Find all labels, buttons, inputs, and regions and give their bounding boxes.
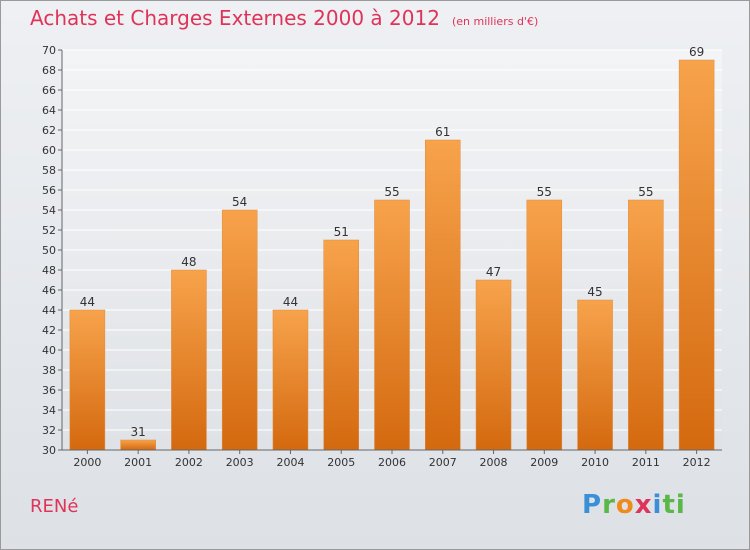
y-tick-label: 54 <box>42 204 56 217</box>
value-label-2005: 51 <box>334 225 349 239</box>
y-tick-label: 64 <box>42 104 56 117</box>
value-label-2012: 69 <box>689 45 704 59</box>
bars: 44 31 48 54 44 51 55 61 47 55 45 55 69 <box>69 45 715 451</box>
y-tick-label: 50 <box>42 244 56 257</box>
logo-letter: o <box>615 490 635 520</box>
value-label-2002: 48 <box>181 255 196 269</box>
y-tick-label: 58 <box>42 164 56 177</box>
y-tick-label: 66 <box>42 84 56 97</box>
value-label-2006: 55 <box>384 185 399 199</box>
bar-2001 <box>120 439 156 451</box>
x-tick-label-2006: 2006 <box>378 456 406 469</box>
logo-letter: x <box>634 490 653 520</box>
logo-letter: P <box>582 490 603 520</box>
y-tick-label: 30 <box>42 444 56 457</box>
y-tick-label: 36 <box>42 384 56 397</box>
chart-title: Achats et Charges Externes 2000 à 2012 (e… <box>30 6 538 30</box>
bar-2005 <box>323 239 359 451</box>
title-text: Achats et Charges Externes 2000 à 2012 <box>30 6 440 30</box>
y-tick-label: 60 <box>42 144 56 157</box>
x-tick-label-2012: 2012 <box>683 456 711 469</box>
x-tick-label-2003: 2003 <box>226 456 254 469</box>
y-tick-label: 62 <box>42 124 56 137</box>
x-tick-label-2009: 2009 <box>530 456 558 469</box>
y-tick-label: 34 <box>42 404 56 417</box>
bar-2000 <box>69 309 106 451</box>
value-label-2004: 44 <box>283 295 298 309</box>
y-tick-label: 42 <box>42 324 56 337</box>
value-label-2000: 44 <box>80 295 95 309</box>
y-tick-label: 40 <box>42 344 56 357</box>
bar-2008 <box>475 279 512 451</box>
commune-name: RENé <box>30 496 79 517</box>
y-axis: 30 32 34 36 38 40 42 44 46 48 50 52 54 56 58 60 62 64 66 68… <box>42 44 63 457</box>
x-tick-label-2011: 2011 <box>632 456 660 469</box>
proxiti-logo: Proxiti <box>582 490 686 520</box>
value-label-2007: 61 <box>435 125 450 139</box>
x-tick-label-2000: 2000 <box>73 456 101 469</box>
y-tick-label: 52 <box>42 224 56 237</box>
y-tick-label: 38 <box>42 364 56 377</box>
y-tick-label: 56 <box>42 184 56 197</box>
y-tick-label: 70 <box>42 44 56 57</box>
value-label-2008: 47 <box>486 265 501 279</box>
x-tick-label-2008: 2008 <box>480 456 508 469</box>
bar-2006 <box>374 199 410 451</box>
x-axis: 2000 2001 2002 2003 2004 2005 2006 2007 2008 2009… <box>62 449 722 469</box>
x-tick-label-2002: 2002 <box>175 456 203 469</box>
bar-2009 <box>526 199 563 451</box>
value-label-2010: 45 <box>587 285 602 299</box>
x-tick-label-2007: 2007 <box>429 456 457 469</box>
bar-2003 <box>221 209 258 451</box>
bar-2011 <box>628 199 664 451</box>
y-tick-label: 44 <box>42 304 56 317</box>
x-tick-label-2005: 2005 <box>327 456 355 469</box>
x-tick-label-2001: 2001 <box>124 456 152 469</box>
unit-text: (en milliers d'€) <box>451 15 539 28</box>
x-tick-label-2010: 2010 <box>581 456 609 469</box>
value-label-2011: 55 <box>638 185 653 199</box>
logo-letter: ti <box>662 490 686 520</box>
y-tick-label: 46 <box>42 284 56 297</box>
value-label-2001: 31 <box>131 425 146 439</box>
value-label-2009: 55 <box>537 185 552 199</box>
value-label-2003: 54 <box>232 195 247 209</box>
y-tick-label: 32 <box>42 424 56 437</box>
bar-2004 <box>272 309 309 451</box>
logo-letter: i <box>652 490 663 520</box>
bar-2010 <box>577 299 613 451</box>
bar-2007 <box>425 139 461 451</box>
y-tick-label: 48 <box>42 264 56 277</box>
bar-2012 <box>678 59 715 451</box>
logo-letter: r <box>602 490 616 520</box>
bar-2002 <box>171 269 207 451</box>
x-tick-label-2004: 2004 <box>276 456 304 469</box>
y-tick-label: 68 <box>42 64 56 77</box>
